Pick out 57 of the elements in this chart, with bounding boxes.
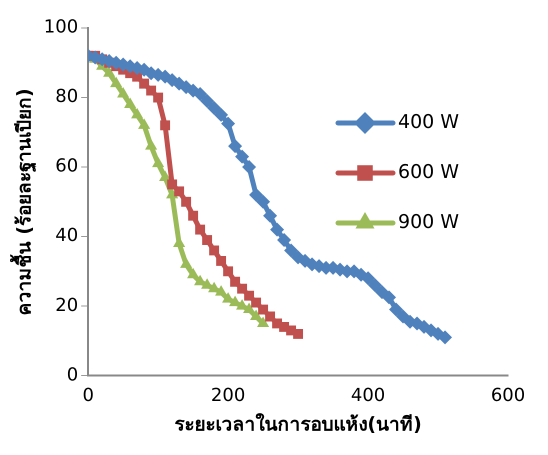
point [277,233,292,248]
point [382,290,396,304]
point [249,188,264,202]
point [202,235,212,245]
y-axis-title: ความชื้น (ร้อยละฐานเปียก) [9,88,38,316]
point [152,156,164,168]
point [228,139,242,154]
point [214,108,228,122]
point [174,186,184,196]
point [256,194,270,209]
point [188,210,198,221]
point [153,92,164,102]
legend-label: 900 W [398,210,460,233]
point [368,278,382,292]
point [221,116,236,131]
x-tick-label: 400 [350,385,386,406]
x-tick-label: 0 [82,385,94,406]
x-tick-label: 600 [490,385,526,406]
point [284,243,298,258]
point [181,196,192,207]
point [215,285,228,296]
point [200,94,214,108]
point [146,86,156,96]
x-tick-label: 200 [210,385,246,406]
point [270,222,284,237]
point [160,120,170,130]
point [389,302,404,317]
point [223,266,234,276]
legend-label: 600 W [398,160,460,183]
point [193,87,208,102]
point [243,302,256,314]
y-tick-label: 40 [55,225,78,246]
y-tick-label: 20 [55,294,78,316]
x-axis-title: ระยะเวลาในการอบแห้ง(นาที) [174,412,422,436]
point [361,271,376,286]
y-tick-label: 0 [66,364,78,386]
point [195,224,206,235]
legend-label: 400 W [398,110,460,133]
point [216,256,226,266]
point [209,246,220,256]
point [250,310,262,320]
point [263,208,278,223]
y-tick-label: 80 [55,86,78,108]
point [244,290,254,301]
y-tick-label: 100 [44,16,78,38]
y-tick-label: 60 [55,156,78,177]
point [139,78,150,89]
point [207,100,222,115]
point [167,179,178,190]
point [293,328,304,339]
point [438,330,452,344]
point [251,298,262,308]
point [258,304,268,315]
point [265,312,276,322]
point [235,150,250,164]
point [187,268,200,278]
point [242,160,256,174]
